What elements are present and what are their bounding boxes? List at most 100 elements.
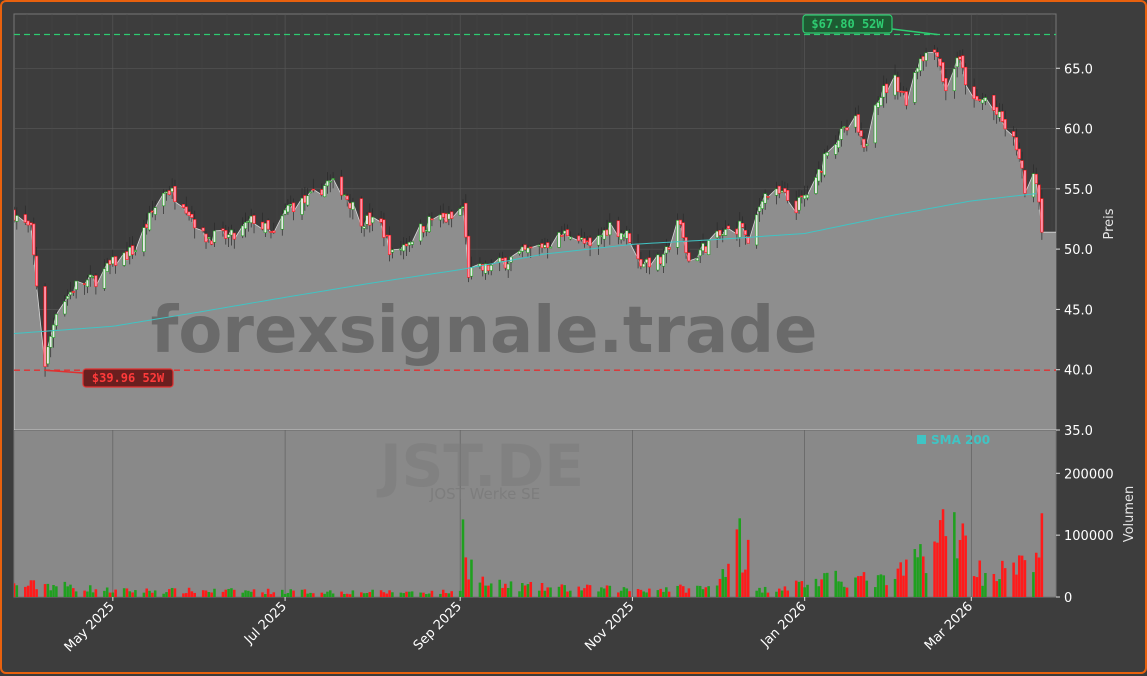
candle-body xyxy=(901,91,906,93)
volume-bar xyxy=(103,590,106,597)
volume-bar xyxy=(125,588,129,597)
volume-bar xyxy=(329,590,332,597)
candle-body xyxy=(371,216,375,224)
volume-bar xyxy=(368,592,372,597)
candle-body xyxy=(794,200,798,214)
low-52w-annotation: $39.96 52W xyxy=(45,368,174,388)
date-tick-label: May 2025 xyxy=(62,599,118,655)
candle-body xyxy=(599,235,603,237)
candle-body xyxy=(1040,198,1044,233)
candle-body xyxy=(918,58,923,72)
candle-body xyxy=(252,215,256,224)
volume-bar xyxy=(879,574,883,597)
candle-body xyxy=(704,246,708,253)
volume-bar xyxy=(958,539,962,597)
candle-body xyxy=(1012,131,1016,137)
high-52w-arrow xyxy=(891,28,938,36)
candle-body xyxy=(85,279,89,287)
volume-bar xyxy=(936,542,939,597)
volume-bar xyxy=(563,585,566,597)
volume-bar xyxy=(63,581,67,597)
volume-bar xyxy=(484,585,487,597)
candle-body xyxy=(407,242,411,246)
candle-body xyxy=(105,262,109,272)
candle-body xyxy=(625,230,629,239)
candle-body xyxy=(1017,148,1021,159)
candle-body xyxy=(438,214,442,221)
volume-bar xyxy=(746,539,750,597)
candle-body xyxy=(644,259,649,264)
volume-bar xyxy=(842,586,846,597)
volume-bar xyxy=(422,592,425,597)
candle-body xyxy=(616,220,620,237)
candle-body xyxy=(283,209,287,215)
volume-bar xyxy=(481,576,485,597)
candle-body xyxy=(210,240,214,245)
candle-body xyxy=(142,227,146,253)
candle-body xyxy=(659,256,663,264)
volume-bar xyxy=(49,590,52,597)
volume-bar xyxy=(975,577,979,597)
candle-body xyxy=(836,140,841,148)
volume-bar xyxy=(348,594,352,597)
candle-body xyxy=(724,229,728,236)
candle-body xyxy=(834,144,838,155)
candle-body xyxy=(884,83,889,93)
candle-body xyxy=(628,233,632,243)
candle-body xyxy=(817,168,821,182)
candle-body xyxy=(701,243,705,252)
high-52w-label: $67.80 52W xyxy=(811,17,884,31)
volume-bar xyxy=(537,590,541,597)
candle-body xyxy=(924,52,928,61)
high-52w-label-box xyxy=(802,14,893,34)
candle-body xyxy=(935,52,939,58)
candle-body xyxy=(517,250,522,254)
price-tick-label: 60.0 xyxy=(1064,123,1093,138)
volume-bar xyxy=(845,587,849,597)
candle-body xyxy=(755,214,759,246)
volume-bar xyxy=(399,592,403,597)
volume-bar xyxy=(820,579,823,597)
candle-body xyxy=(145,223,149,229)
volume-bar xyxy=(24,586,27,597)
candle-body xyxy=(402,244,406,252)
volume-bar xyxy=(388,590,391,597)
volume-bar xyxy=(529,581,533,597)
volume-bar xyxy=(557,586,561,597)
volume-bar xyxy=(385,593,389,597)
volume-bar xyxy=(518,591,521,597)
candle-body xyxy=(565,229,570,237)
candle-body xyxy=(35,255,39,287)
volume-bar xyxy=(636,589,640,597)
volume-bar xyxy=(704,587,708,597)
volume-bar xyxy=(128,591,132,597)
volume-bar xyxy=(583,588,586,597)
candle-body xyxy=(164,191,169,194)
volume-bar xyxy=(724,576,727,597)
candle-body xyxy=(608,222,612,236)
candle-body xyxy=(995,106,999,115)
volume-bar xyxy=(803,587,806,597)
candle-body xyxy=(588,237,592,246)
candle-body xyxy=(221,228,225,231)
volume-bar xyxy=(896,568,900,597)
volume-bar xyxy=(439,593,442,597)
candle-body xyxy=(803,194,807,200)
volume-bar xyxy=(684,592,688,597)
volume-bar xyxy=(540,583,544,597)
volume-bar xyxy=(662,591,665,597)
volume-bar xyxy=(919,544,922,597)
candle-body xyxy=(664,246,668,254)
candle-body xyxy=(964,66,968,86)
volume-bar xyxy=(111,592,115,597)
candle-body xyxy=(66,295,70,300)
volume-bar xyxy=(26,585,30,597)
volume-bar xyxy=(207,592,211,597)
candle-body xyxy=(820,170,824,173)
candle-body xyxy=(88,274,92,278)
volume-bar xyxy=(360,592,363,597)
candle-body xyxy=(444,213,448,223)
candle-body xyxy=(94,275,98,287)
candle-body xyxy=(26,220,30,226)
candle-body xyxy=(1031,173,1035,198)
